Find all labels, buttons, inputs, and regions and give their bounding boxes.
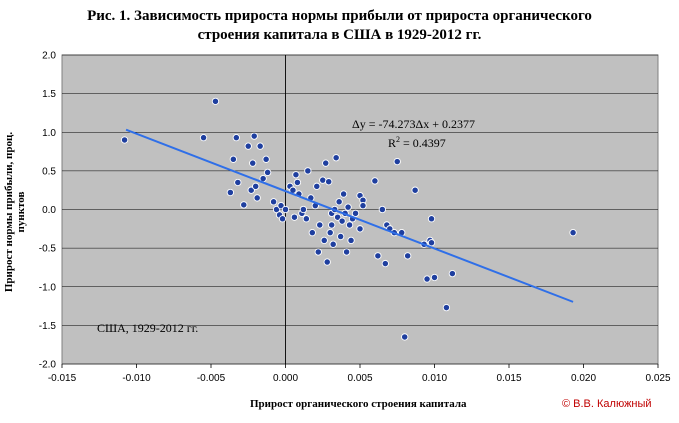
data-point (299, 205, 308, 214)
data-point (333, 213, 342, 221)
data-point (442, 303, 451, 312)
data-point (423, 275, 431, 283)
data-point (569, 229, 577, 237)
data-point (344, 203, 352, 211)
data-point (322, 159, 330, 167)
x-axis-label: Прирост органического строения капитала (250, 398, 467, 410)
data-point (290, 213, 299, 221)
chart-title-line1: Рис. 1. Зависимость прироста нормы прибы… (87, 8, 592, 24)
data-point (313, 182, 321, 190)
copyright-note: © В.В. Калюжный (562, 398, 652, 410)
data-point (335, 198, 343, 206)
y-tick-label: 0.0 (42, 205, 56, 216)
data-point (323, 258, 331, 266)
data-point (232, 134, 240, 142)
data-point (374, 252, 382, 260)
data-point (262, 155, 270, 163)
data-point (281, 205, 290, 214)
data-point (263, 168, 272, 177)
data-point (381, 259, 389, 268)
data-point (292, 171, 300, 179)
data-point (253, 194, 261, 202)
data-point (250, 132, 258, 140)
data-point (234, 178, 242, 187)
data-point (371, 177, 379, 185)
data-point (256, 142, 264, 150)
data-point (351, 209, 360, 218)
data-point (320, 236, 328, 245)
data-point (244, 142, 252, 150)
data-point (430, 273, 439, 282)
y-tick-label: -2.0 (39, 360, 57, 371)
y-tick-label: -1.0 (39, 282, 57, 293)
data-point (356, 225, 364, 233)
y-tick-label: -0.5 (39, 244, 57, 255)
r-squared: R2 = 0.4397 (388, 135, 446, 150)
x-tick-label: -0.005 (197, 373, 226, 384)
data-point (226, 188, 235, 197)
data-point (332, 154, 340, 162)
data-point (427, 239, 436, 247)
data-point (401, 333, 409, 341)
data-point (247, 186, 255, 194)
y-axis-label: Прирост нормы прибыли, проц. пунктов (3, 131, 27, 293)
data-point (329, 240, 337, 248)
x-tick-label: 0.015 (496, 373, 521, 384)
x-tick-label: 0.020 (571, 373, 596, 384)
data-point (325, 178, 333, 186)
data-point (411, 186, 419, 194)
data-point (393, 157, 401, 166)
data-point (404, 252, 412, 260)
data-point (336, 232, 345, 241)
data-point (378, 205, 386, 214)
data-point (277, 201, 285, 210)
data-point (278, 215, 287, 223)
data-point (448, 269, 457, 278)
data-point (199, 134, 208, 142)
data-point (120, 136, 129, 144)
trend-equation: Δy = -74.273Δx + 0.2377 (352, 117, 475, 131)
x-tick-label: -0.010 (122, 373, 151, 384)
data-point (319, 176, 327, 184)
data-point (211, 97, 220, 106)
y-tick-label: 1.5 (42, 89, 56, 100)
data-point (302, 215, 311, 223)
data-point (339, 190, 348, 198)
y-tick-label: -1.5 (39, 321, 57, 332)
data-point (347, 236, 355, 245)
data-point (314, 248, 322, 256)
data-point (252, 182, 260, 190)
inner-note: США, 1929-2012 гг. (97, 321, 198, 335)
data-point (229, 155, 238, 163)
data-point (293, 178, 302, 187)
data-point (269, 198, 278, 206)
data-point (345, 221, 354, 229)
y-tick-label: 1.0 (42, 128, 56, 139)
trendline (125, 128, 574, 303)
data-point (240, 201, 248, 209)
data-point (326, 229, 334, 237)
data-point (359, 201, 367, 210)
x-tick-label: 0.025 (645, 373, 670, 384)
x-tick-label: 0.005 (347, 373, 372, 384)
data-point (342, 248, 351, 256)
data-point (328, 221, 336, 229)
data-point (272, 205, 281, 214)
x-tick-label: 0.010 (422, 373, 447, 384)
data-point (308, 229, 316, 237)
chart-title-line2: строения капитала в США в 1929-2012 гг. (197, 27, 482, 43)
data-point (316, 221, 324, 229)
y-tick-label: 2.0 (42, 51, 56, 62)
y-tick-label: 0.5 (42, 166, 56, 177)
data-point (427, 215, 436, 223)
data-point (304, 167, 312, 175)
x-tick-label: -0.015 (48, 373, 77, 384)
data-point (249, 159, 257, 167)
data-point (338, 217, 346, 225)
x-tick-label: 0.000 (273, 373, 298, 384)
